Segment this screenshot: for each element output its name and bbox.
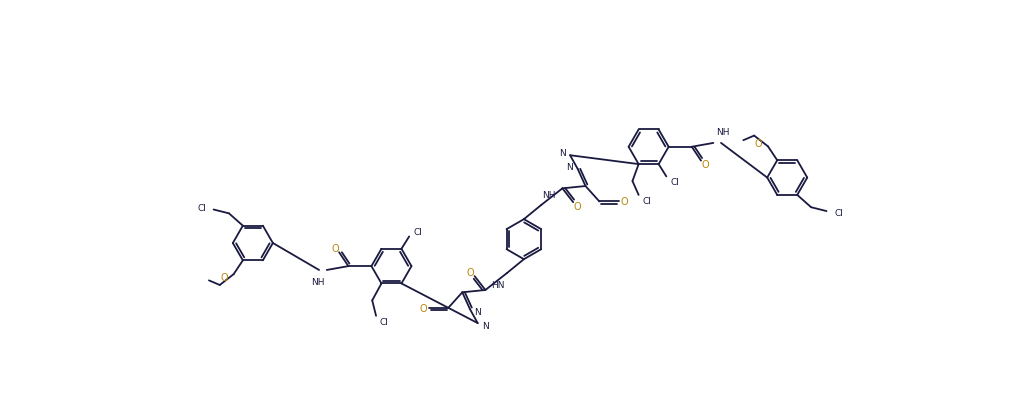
Text: N: N: [483, 321, 489, 330]
Text: O: O: [573, 202, 580, 211]
Text: O: O: [755, 139, 762, 149]
Text: N: N: [559, 149, 566, 158]
Text: O: O: [467, 267, 474, 278]
Text: NH: NH: [542, 191, 556, 200]
Text: O: O: [419, 303, 427, 313]
Text: Cl: Cl: [670, 178, 679, 187]
Text: Cl: Cl: [642, 196, 651, 205]
Text: Cl: Cl: [380, 317, 389, 326]
Text: Cl: Cl: [835, 209, 843, 218]
Text: N: N: [474, 307, 482, 316]
Text: Cl: Cl: [413, 227, 422, 236]
Text: O: O: [701, 160, 709, 170]
Text: NH: NH: [715, 128, 730, 137]
Text: O: O: [220, 273, 228, 283]
Text: Cl: Cl: [197, 204, 206, 213]
Text: O: O: [620, 197, 629, 207]
Text: HN: HN: [491, 280, 504, 289]
Text: O: O: [331, 244, 340, 254]
Text: NH: NH: [311, 277, 324, 286]
Text: N: N: [566, 163, 573, 172]
